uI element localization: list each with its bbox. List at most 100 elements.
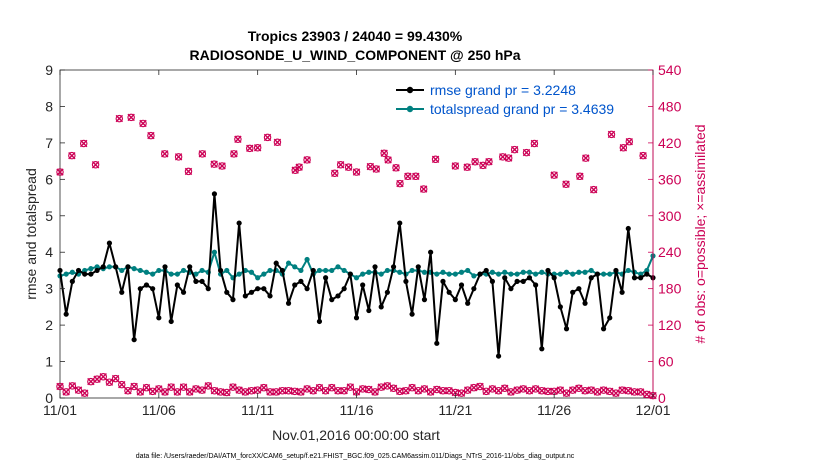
plot-frame: [59, 69, 654, 399]
obs-possible-marker: [204, 382, 213, 390]
totalspread-point: [495, 271, 502, 277]
obs-possible-marker: [230, 150, 238, 158]
obs-assimilated-marker: [179, 383, 188, 391]
obs-possible-marker: [295, 163, 303, 171]
obs-possible-marker: [451, 162, 460, 170]
obs-possible-marker: [179, 383, 188, 391]
obs-assimilated-marker: [148, 387, 157, 396]
totalspread-point: [261, 271, 267, 277]
right-tick-label: 360: [658, 171, 682, 187]
obs-assimilated-marker: [230, 150, 238, 158]
obs-assimilated-marker: [636, 388, 645, 396]
obs-possible-marker: [471, 157, 479, 166]
rmse-point: [218, 267, 224, 274]
obs-possible-marker: [260, 383, 268, 392]
obs-assimilated-marker: [263, 133, 272, 142]
right-tick-label: 0: [658, 390, 666, 406]
obs-assimilated-marker: [396, 387, 404, 396]
obs-assimilated-marker: [247, 387, 256, 395]
x-tick-label: 12/01: [635, 402, 670, 418]
obs-possible-marker: [273, 138, 282, 147]
data-file-footnote: data file: /Users/raeder/DAI/ATM_forcXX/…: [136, 453, 575, 460]
totalspread-point: [471, 273, 477, 279]
totalspread-point: [137, 267, 143, 274]
rmse-point: [539, 346, 545, 352]
totalspread-point: [156, 267, 162, 274]
obs-possible-marker: [303, 156, 311, 164]
rmse-point: [582, 300, 588, 306]
totalspread-point: [625, 267, 631, 274]
rmse-point: [551, 275, 557, 281]
totalspread-point: [174, 271, 180, 277]
totalspread-point: [644, 267, 650, 274]
rmse-point: [440, 278, 446, 284]
rmse-point: [205, 286, 211, 292]
totalspread-point: [292, 264, 298, 270]
obs-possible-marker: [56, 382, 64, 391]
rmse-point: [403, 278, 409, 284]
legend: rmse grand pr = 3.2248 totalspread grand…: [396, 82, 614, 117]
obs-assimilated-marker: [630, 388, 639, 396]
obs-assimilated-marker: [377, 383, 385, 391]
totalspread-point: [570, 271, 576, 277]
rmse-point: [143, 282, 150, 288]
obs-possible-marker: [62, 388, 70, 396]
chart-title-line1: Tropics 23903 / 24040 = 99.430%: [248, 28, 463, 44]
obs-possible-marker: [246, 144, 254, 153]
right-tick-label: 60: [658, 354, 674, 370]
rmse-point: [137, 286, 143, 292]
left-tick-label: 7: [45, 135, 53, 151]
obs-assimilated-marker: [68, 382, 77, 390]
obs-assimilated-marker: [223, 388, 231, 397]
obs-possible-marker: [625, 137, 634, 146]
x-tick-label: 11/16: [340, 402, 374, 418]
rmse-point: [366, 307, 372, 314]
obs-assimilated-marker: [284, 387, 293, 395]
obs-assimilated-marker: [130, 382, 138, 391]
obs-assimilated-marker: [470, 383, 478, 392]
obs-possible-marker: [522, 148, 531, 157]
x-tick-label: 11/11: [241, 402, 274, 418]
obs-assimilated-marker: [384, 156, 392, 164]
obs-assimilated-marker: [297, 388, 305, 396]
rmse-point: [125, 264, 131, 270]
left-tick-label: 8: [45, 98, 53, 114]
obs-assimilated-marker: [513, 386, 521, 394]
obs-possible-marker: [562, 180, 570, 188]
obs-assimilated-marker: [278, 387, 287, 395]
obs-assimilated-marker: [111, 374, 120, 383]
rmse-point: [82, 271, 88, 277]
obs-possible-marker: [336, 161, 345, 169]
obs-possible-marker: [115, 114, 124, 123]
rmse-point: [174, 282, 180, 288]
obs-assimilated-marker: [331, 169, 339, 177]
obs-assimilated-marker: [358, 385, 367, 393]
obs-assimilated-marker: [531, 385, 540, 393]
obs-possible-marker: [253, 143, 262, 152]
obs-assimilated-marker: [451, 162, 460, 170]
totalspread-point: [199, 267, 205, 274]
obs-assimilated-marker: [420, 385, 429, 393]
obs-assimilated-marker: [587, 386, 595, 394]
left-tick-label: 2: [45, 317, 53, 333]
obs-assimilated-marker: [124, 387, 132, 395]
obs-assimilated-marker: [582, 154, 590, 162]
obs-assimilated-marker: [383, 382, 392, 390]
rmse-point: [588, 275, 594, 281]
obs-assimilated-marker: [507, 388, 515, 396]
obs-assimilated-marker: [412, 172, 420, 180]
obs-possible-marker: [510, 145, 519, 154]
totalspread-point: [88, 266, 94, 272]
obs-possible-marker: [184, 167, 193, 176]
y-axis-label-left: rmse and totalspread: [23, 168, 39, 300]
obs-assimilated-marker: [408, 383, 416, 392]
rmse-point: [150, 286, 156, 292]
rmse-point: [193, 278, 199, 284]
rmse-point: [600, 326, 607, 332]
rmse-point: [211, 191, 218, 197]
legend-rmse-label: rmse grand pr = 3.2248: [430, 82, 576, 98]
obs-possible-marker: [344, 163, 353, 171]
obs-assimilated-marker: [420, 185, 428, 193]
rmse-point: [298, 278, 304, 284]
totalspread-point: [502, 269, 508, 275]
